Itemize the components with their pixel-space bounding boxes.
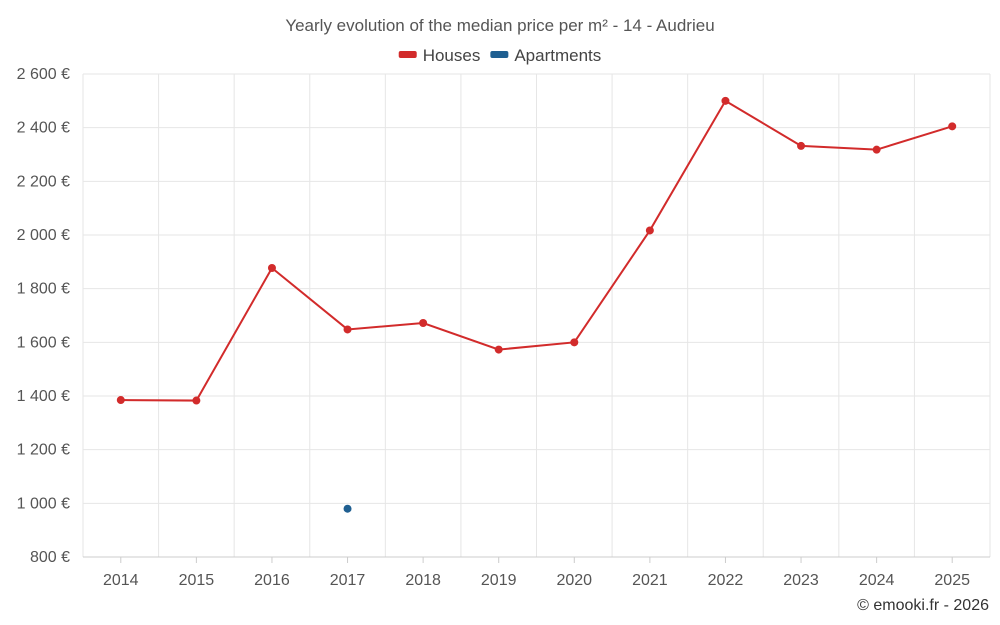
- houses-point[interactable]: [797, 141, 806, 150]
- gridlines: [82, 73, 991, 557]
- x-tick-label: 2018: [405, 572, 441, 589]
- x-tick-label: 2023: [783, 572, 819, 589]
- x-tick-label: 2016: [254, 572, 290, 589]
- chart-title: Yearly evolution of the median price per…: [285, 16, 714, 35]
- houses-line: [120, 99, 953, 402]
- legend-item-apartments[interactable]: Apartments: [490, 46, 601, 65]
- houses-point[interactable]: [570, 338, 579, 347]
- houses-point[interactable]: [267, 264, 276, 273]
- x-tick-label: 2022: [708, 572, 744, 589]
- houses-point[interactable]: [872, 145, 881, 154]
- y-tick-label: 1 200 €: [17, 442, 70, 459]
- y-tick-label: 1 400 €: [17, 388, 70, 405]
- houses-point[interactable]: [721, 96, 730, 105]
- credit-text: © emooki.fr - 2026: [857, 597, 989, 614]
- x-tick-label: 2015: [179, 572, 215, 589]
- x-tick-label: 2020: [556, 572, 592, 589]
- y-axis: 800 € 1 000 € 1 200 € 1 400 € 1 600 € 1 800 €…: [17, 66, 70, 566]
- x-tick-label: 2014: [103, 572, 139, 589]
- x-tick-label: 2017: [330, 572, 366, 589]
- y-tick-label: 2 400 €: [17, 120, 70, 137]
- houses-point[interactable]: [343, 325, 352, 334]
- x-tick-label: 2024: [859, 572, 895, 589]
- houses-point[interactable]: [192, 396, 201, 405]
- x-tick-label: 2025: [934, 572, 970, 589]
- y-tick-label: 2 600 €: [17, 66, 70, 83]
- x-tick-label: 2021: [632, 572, 668, 589]
- x-tick-label: 2019: [481, 572, 517, 589]
- houses-point[interactable]: [494, 345, 503, 354]
- houses-point[interactable]: [948, 122, 957, 131]
- y-tick-label: 800 €: [30, 549, 70, 566]
- legend-label-houses: Houses: [423, 46, 481, 65]
- legend-label-apartments: Apartments: [514, 46, 601, 65]
- legend-swatch-apartments: [490, 51, 509, 58]
- houses-point[interactable]: [645, 226, 654, 235]
- y-tick-label: 2 200 €: [17, 173, 70, 190]
- series: [116, 96, 957, 513]
- y-tick-label: 2 000 €: [17, 227, 70, 244]
- legend: Houses Apartments: [398, 46, 601, 65]
- y-tick-label: 1 800 €: [17, 281, 70, 298]
- legend-item-houses[interactable]: Houses: [398, 46, 481, 65]
- y-tick-label: 1 000 €: [17, 495, 70, 512]
- legend-swatch-houses: [398, 51, 417, 58]
- houses-point[interactable]: [116, 396, 125, 405]
- y-tick-label: 1 600 €: [17, 334, 70, 351]
- houses-point[interactable]: [419, 319, 428, 328]
- x-axis: 2014 2015 2016 2017 2018 2019 2020 2021 2022 2023…: [83, 556, 990, 589]
- apartments-point[interactable]: [343, 504, 352, 513]
